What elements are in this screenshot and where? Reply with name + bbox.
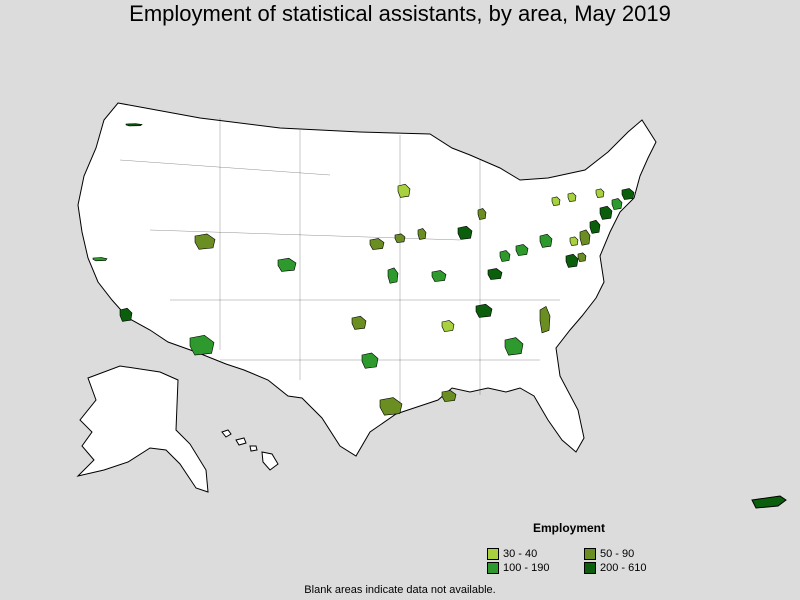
alaska-shape xyxy=(76,365,209,493)
employment-area-34 xyxy=(621,188,635,200)
employment-area-19 xyxy=(487,268,503,280)
employment-area-30 xyxy=(579,229,591,246)
employment-area-10 xyxy=(387,267,399,284)
employment-area-21 xyxy=(475,303,493,318)
employment-area-3 xyxy=(194,233,216,250)
legend-item-100-190: 100 - 190 xyxy=(487,562,549,574)
employment-area-24 xyxy=(441,320,455,332)
data-note: Blank areas indicate data not available. xyxy=(304,584,496,596)
employment-area-7 xyxy=(361,352,379,369)
employment-area-2 xyxy=(119,307,133,322)
employment-area-27 xyxy=(567,192,577,202)
employment-area-6 xyxy=(351,315,367,330)
legend-label-50-90: 50 - 90 xyxy=(600,548,635,560)
legend-label-30-40: 30 - 40 xyxy=(503,548,538,560)
puerto-rico-shape xyxy=(751,495,787,509)
employment-area-29 xyxy=(569,236,579,246)
legend-swatch-200-610 xyxy=(584,562,596,574)
employment-area-31 xyxy=(589,219,601,234)
legend-label-200-610: 200 - 610 xyxy=(600,562,647,574)
employment-area-8 xyxy=(379,397,403,416)
employment-area-16 xyxy=(457,225,473,240)
employment-area-35 xyxy=(565,253,579,268)
legend-swatch-30-40 xyxy=(487,548,499,560)
employment-area-25 xyxy=(539,233,553,248)
employment-area-14 xyxy=(394,233,406,243)
employment-area-13 xyxy=(369,238,385,250)
employment-area-5 xyxy=(189,334,215,356)
legend-label-100-190: 100 - 190 xyxy=(503,562,550,574)
legend-item-30-40: 30 - 40 xyxy=(487,548,537,560)
employment-area-17 xyxy=(477,208,487,220)
map-title: Employment of statistical assistants, by… xyxy=(129,1,671,26)
map-legend: Employment 30 - 40 50 - 90 100 - 190 200… xyxy=(487,521,677,574)
employment-area-20 xyxy=(515,244,529,256)
employment-area-22 xyxy=(504,337,524,356)
employment-area-11 xyxy=(431,270,447,282)
contiguous-us-shape xyxy=(77,102,657,457)
employment-area-33 xyxy=(611,198,623,210)
employment-area-15 xyxy=(417,228,427,240)
employment-area-26 xyxy=(551,196,561,206)
legend-swatch-50-90 xyxy=(584,548,596,560)
employment-area-32 xyxy=(599,205,613,220)
legend-item-50-90: 50 - 90 xyxy=(584,548,634,560)
employment-area-1 xyxy=(92,257,108,262)
employment-area-36 xyxy=(577,252,587,262)
employment-area-23 xyxy=(539,305,551,334)
legend-item-200-610: 200 - 610 xyxy=(584,562,646,574)
hawaii-shape xyxy=(221,429,279,471)
employment-area-12 xyxy=(397,183,411,198)
legend-title: Employment xyxy=(533,521,606,535)
legend-swatch-100-190 xyxy=(487,562,499,574)
employment-area-4 xyxy=(277,257,297,272)
employment-area-28 xyxy=(595,188,605,198)
employment-area-9 xyxy=(441,390,457,402)
employment-area-18 xyxy=(499,250,511,262)
employment-area-0 xyxy=(125,123,143,127)
